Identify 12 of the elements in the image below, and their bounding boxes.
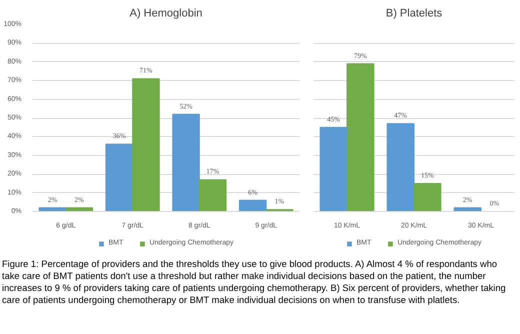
caption: Figure 1: Percentage of providers and the thresholds they use to give blood products. A) Almost 4 % of respondants who take care of BMT patients don't use a threshold but rather make individual decisions based on the patient, the number increases to 9 % of providers taking care of patients undergoing chemotherapy. B) Six percent of providers, whether taking care of patients undergoing chemotherapy or BMT make individual decisions on when to transfuse with platlets. — [2, 258, 507, 306]
bar — [105, 144, 134, 212]
bar — [320, 126, 348, 212]
bar — [414, 182, 442, 212]
bar — [198, 179, 227, 212]
bar — [386, 123, 414, 212]
bar — [132, 78, 160, 212]
bar — [172, 114, 200, 212]
bar — [238, 200, 267, 212]
bar — [346, 63, 374, 212]
chart-title: B) Platelets — [386, 8, 443, 20]
chart-title: A) Hemoglobin — [130, 8, 202, 20]
